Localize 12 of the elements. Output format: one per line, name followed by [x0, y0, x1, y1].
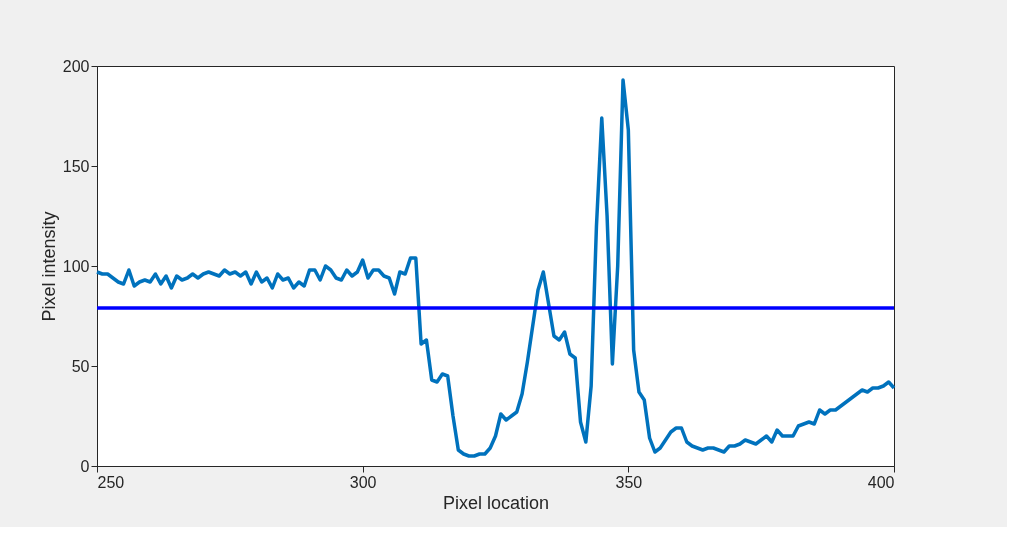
y-tick-label: 0 [80, 457, 90, 475]
x-tick-label: 300 [349, 473, 377, 491]
y-tick-label: 50 [71, 357, 90, 375]
x-tick-label: 400 [867, 473, 895, 491]
x-tick-label: 350 [615, 473, 643, 491]
line-series [95, 78, 896, 458]
y-axis-title: Pixel intensity [38, 211, 59, 322]
y-tick-label: 100 [62, 257, 90, 275]
y-tick-label: 200 [62, 57, 90, 75]
y-tick-label: 150 [62, 157, 90, 175]
x-axis-title: Pixel location [442, 492, 550, 513]
x-tick-label: 250 [97, 473, 125, 491]
